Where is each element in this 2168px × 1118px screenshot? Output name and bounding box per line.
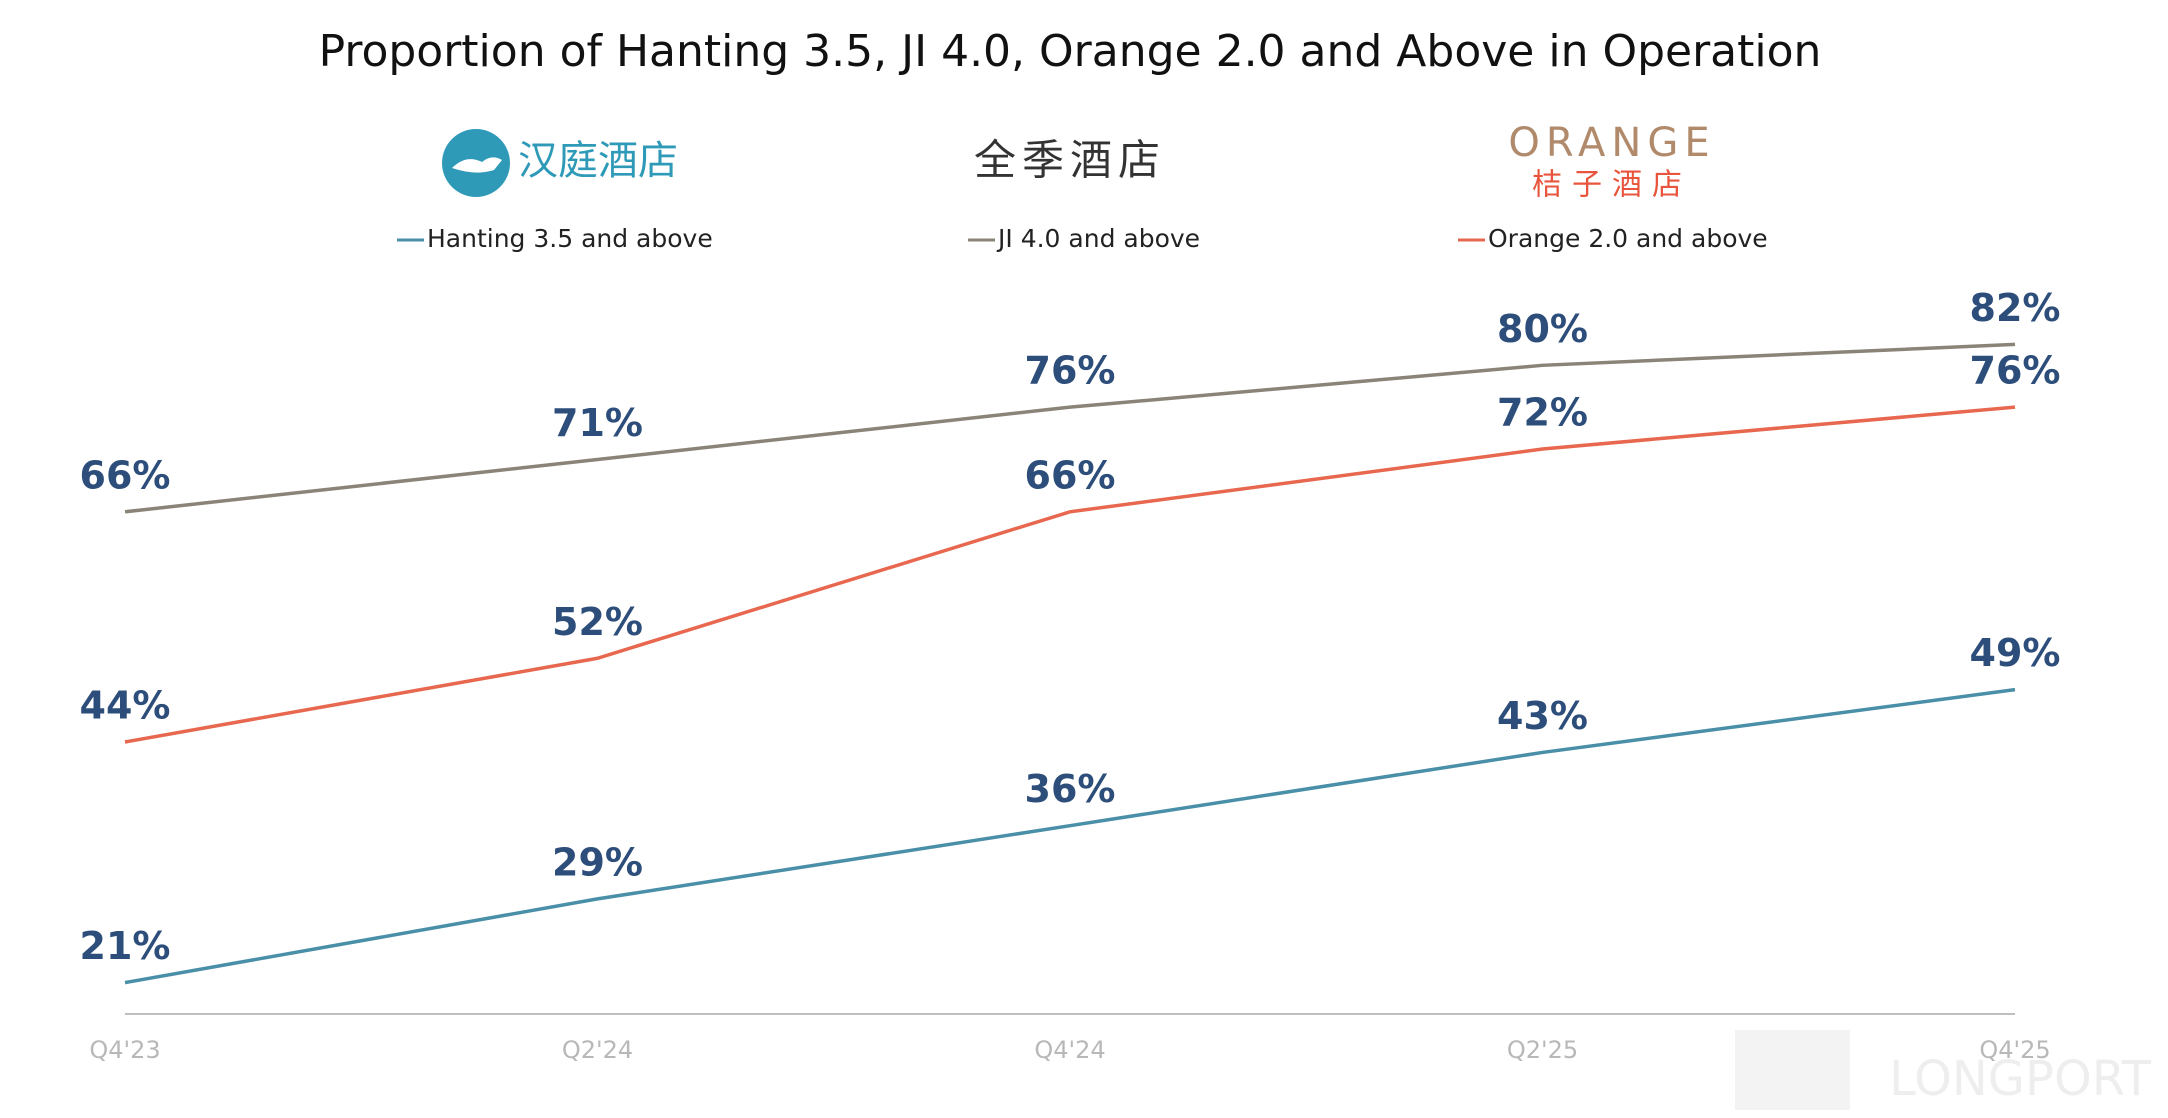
data-label: 82% [1970,286,2061,330]
data-label: 49% [1970,631,2061,675]
data-label: 71% [552,401,643,445]
data-label: 76% [1025,349,1116,393]
data-label: 36% [1025,767,1116,811]
data-label: 76% [1970,349,2061,393]
watermark: LONGPORT [1889,1051,2152,1107]
legend-label: Orange 2.0 and above [1488,224,1768,253]
hanting-logo-text: 汉庭酒店 [518,138,678,184]
data-label: 80% [1497,307,1588,351]
orange-logo-subtext: 桔子酒店 [1532,168,1692,203]
watermark-icon [1735,1030,1850,1110]
x-tick-label: Q4'24 [1034,1036,1105,1064]
data-label: 66% [1025,453,1116,497]
chart-title: Proportion of Hanting 3.5, JI 4.0, Orang… [319,26,1822,77]
data-label: 44% [80,683,171,727]
series-line [124,405,2016,744]
data-label: 21% [80,924,171,968]
x-tick-label: Q2'24 [562,1036,633,1064]
series-line [124,342,2016,514]
x-tick-label: Q2'25 [1507,1036,1578,1064]
orange-logo-text: ORANGE [1508,120,1715,166]
data-label: 52% [552,600,643,644]
data-label: 72% [1497,391,1588,435]
x-tick-label: Q4'25 [1979,1036,2050,1064]
data-label: 29% [552,840,643,884]
data-label: 43% [1497,694,1588,738]
data-label: 66% [80,453,171,497]
ji-logo-text: 全季酒店 [974,136,1166,185]
legend-label: JI 4.0 and above [996,224,1200,253]
legend-label: Hanting 3.5 and above [427,224,713,253]
x-tick-label: Q4'23 [89,1036,160,1064]
series-line [124,687,2016,985]
hanting-logo-horse [452,157,502,173]
